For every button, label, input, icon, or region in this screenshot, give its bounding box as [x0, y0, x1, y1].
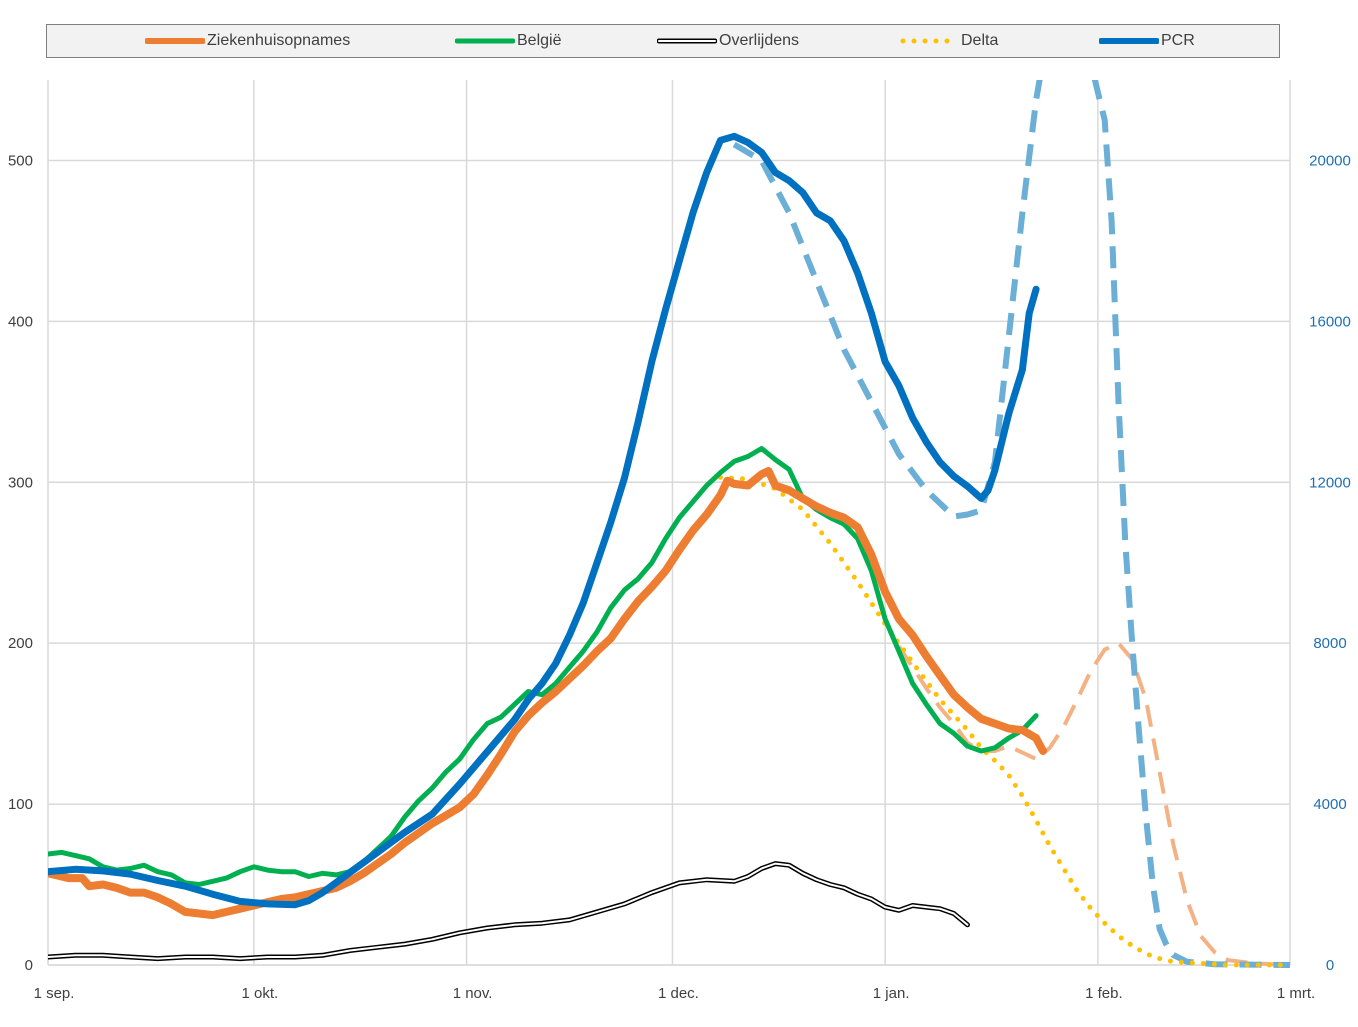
- y-axis-right: 0 4000 8000 12000 16000 20000: [1309, 152, 1351, 974]
- x-tick: 1 okt.: [242, 985, 279, 1002]
- x-tick: 1 jan.: [873, 985, 910, 1002]
- legend-label: Overlijdens: [719, 32, 800, 49]
- series-line-belgi: [48, 446, 1039, 887]
- legend-swatch-overlijdens: [657, 38, 717, 44]
- x-tick: 1 dec.: [658, 985, 699, 1002]
- y-tick-left: 500: [8, 152, 33, 169]
- legend-item-delta: Delta: [899, 25, 998, 57]
- y-tick-right: 8000: [1313, 635, 1346, 652]
- x-tick: 1 mrt.: [1277, 985, 1315, 1002]
- series-lines: [48, 80, 1290, 968]
- y-tick-left: 200: [8, 635, 33, 652]
- x-tick: 1 nov.: [453, 985, 493, 1002]
- series-line-ziekenhuisopnames-projectie: [897, 641, 1290, 967]
- y-tick-right: 4000: [1313, 796, 1346, 813]
- legend-label: Ziekenhuisopnames: [207, 32, 351, 49]
- y-tick-left: 300: [8, 474, 33, 491]
- legend-swatch-ziekenhuisopnames: [145, 38, 205, 44]
- series-line-ziekenhuisopnames: [48, 467, 1047, 920]
- x-tick: 1 sep.: [34, 985, 75, 1002]
- y-tick-left: 400: [8, 313, 33, 330]
- y-tick-right: 0: [1326, 957, 1334, 974]
- series-line-pcr: [48, 132, 1040, 909]
- legend-item-pcr: PCR: [1099, 25, 1195, 57]
- y-tick-right: 16000: [1309, 313, 1351, 330]
- legend-label: Delta: [961, 32, 999, 49]
- y-tick-right: 12000: [1309, 474, 1351, 491]
- legend-item-ziekenhuisopnames: Ziekenhuisopnames: [145, 25, 350, 57]
- legend-label: België: [517, 32, 562, 49]
- gridlines: [47, 80, 1291, 966]
- legend: Ziekenhuisopnames België Overlijdens Del…: [46, 24, 1280, 58]
- y-tick-right: 20000: [1309, 152, 1351, 169]
- series-line-pcr-projectie: [732, 80, 1290, 968]
- series-line-overlijdens-inner: [48, 862, 969, 960]
- y-tick-left: 0: [25, 957, 33, 974]
- legend-swatch-pcr: [1099, 38, 1159, 44]
- y-tick-left: 100: [8, 796, 33, 813]
- legend-item-belgie: België: [455, 25, 561, 57]
- legend-item-overlijdens: Overlijdens: [657, 25, 799, 57]
- x-axis: 1 sep. 1 okt. 1 nov. 1 dec. 1 jan. 1 feb. 1 mr…: [34, 985, 1316, 1002]
- series-line-delta: [718, 474, 1290, 968]
- legend-swatch-delta: [900, 38, 959, 44]
- x-tick: 1 feb.: [1085, 985, 1123, 1002]
- legend-swatch-belgie: [455, 38, 515, 44]
- legend-label: PCR: [1161, 32, 1195, 49]
- y-axis-left: 0 100 200 300 400 500: [8, 152, 33, 974]
